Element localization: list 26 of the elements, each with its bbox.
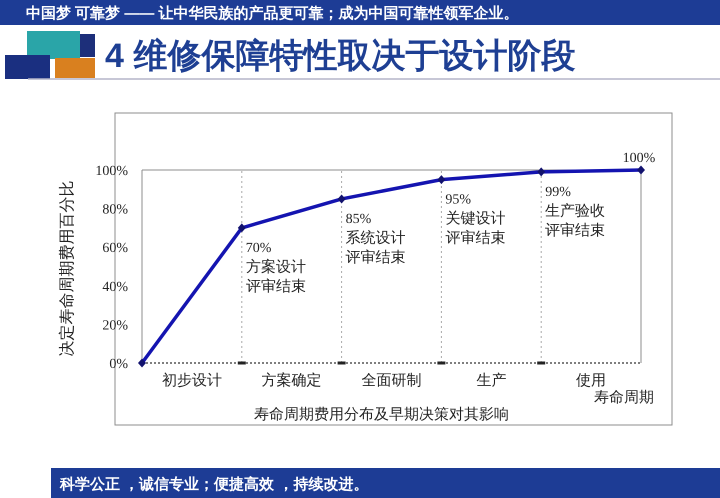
text: 使用	[576, 373, 606, 389]
text: 方案确定	[262, 372, 322, 389]
y-tick-label: 80%	[102, 202, 128, 218]
text: 初步设计	[162, 372, 222, 389]
text: 生产	[476, 372, 506, 389]
data-label: 70%	[246, 240, 272, 256]
data-label: 99%	[545, 184, 572, 200]
annotation: 系统设计评审结束	[346, 229, 406, 266]
text: 科学公正 ，诚信专业；便捷高效 ，持续改进。	[59, 475, 368, 493]
chart-subtitle: 中国梦 可靠梦 —— 让中华民族的产品更可靠；成为中国可靠性领军企业。	[26, 5, 519, 22]
y-tick-label: 0%	[109, 357, 128, 372]
data-label: 100%	[622, 151, 656, 166]
y-axis-title: 决定寿命周期费用百分比	[58, 180, 76, 356]
text: 寿命周期费用分布及早期决策对其影响	[254, 406, 509, 423]
annotation: 方案设计评审结束	[246, 258, 306, 295]
annotation: 生产验收评审结束	[545, 202, 606, 239]
y-tick-label: 100%	[95, 164, 128, 179]
y-tick-label: 20%	[102, 318, 128, 334]
y-tick-label: 40%	[102, 280, 128, 295]
y-tick-label: 60%	[102, 241, 128, 256]
data-label: 95%	[445, 192, 472, 208]
text: 全面研制	[362, 372, 422, 389]
x-axis-title: 寿命周期	[594, 389, 654, 406]
chart-title: 4 维修保障特性取决于设计阶段	[105, 37, 576, 75]
annotation: 关键设计评审结束	[445, 210, 506, 247]
data-label: 85%	[346, 212, 372, 227]
